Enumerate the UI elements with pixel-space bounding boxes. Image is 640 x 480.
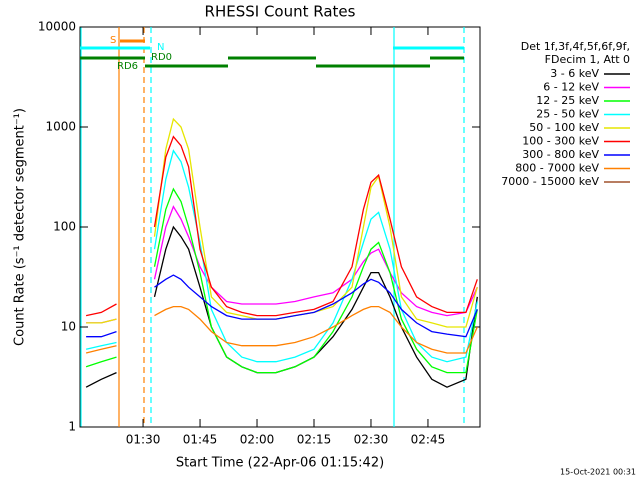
y-tick-label: 10 xyxy=(61,320,76,334)
x-tick-label: 01:30 xyxy=(126,433,161,447)
segment-bars xyxy=(80,39,464,68)
series-line xyxy=(85,149,478,363)
series-line xyxy=(85,187,478,374)
x-axis-label: Start Time (22-Apr-06 01:15:42) xyxy=(176,456,384,471)
legend-label: 12 - 25 keV xyxy=(536,94,599,107)
legend-label: 6 - 12 keV xyxy=(543,81,599,94)
annotation: RD6 xyxy=(117,61,138,72)
legend-label: 800 - 7000 keV xyxy=(515,162,599,175)
plot-frame xyxy=(79,26,481,428)
x-tick-label: 01:45 xyxy=(183,433,218,447)
x-tick-label: 02:30 xyxy=(354,433,389,447)
legend-label: 300 - 800 keV xyxy=(522,148,599,161)
y-tick-label: 1 xyxy=(68,420,76,434)
series-line xyxy=(86,117,478,328)
legend-header: FDecim 1, Att 0 xyxy=(545,53,630,66)
series-line xyxy=(85,135,478,317)
legend-label: 7000 - 15000 keV xyxy=(501,175,599,188)
series-line xyxy=(86,274,478,338)
annotation: S xyxy=(110,35,116,46)
chart-title: RHESSI Count Rates xyxy=(205,3,356,21)
y-axis-label: Count Rate (s⁻¹ detector segment⁻¹) xyxy=(13,108,28,346)
y-tick-label: 10000 xyxy=(38,20,76,34)
legend-label: 50 - 100 keV xyxy=(529,121,599,134)
x-tick-label: 02:15 xyxy=(297,433,332,447)
series-line xyxy=(86,205,478,324)
time-markers xyxy=(80,27,465,427)
annotation: RD0 xyxy=(151,52,172,63)
annotation: N xyxy=(157,42,164,53)
y-tick-label: 1000 xyxy=(45,120,76,134)
x-tick-label: 02:00 xyxy=(240,433,275,447)
footer: 15-Oct-2021 00:31 xyxy=(560,468,636,477)
legend-label: 3 - 6 keV xyxy=(550,67,599,80)
y-tick-label: 100 xyxy=(53,220,76,234)
legend-label: 25 - 50 keV xyxy=(536,108,599,121)
legend-header: Det 1f,3f,4f,5f,6f,9f, xyxy=(521,40,630,53)
legend-label: 100 - 300 keV xyxy=(522,135,599,148)
x-tick-label: 02:45 xyxy=(411,433,446,447)
series-line xyxy=(85,305,478,354)
